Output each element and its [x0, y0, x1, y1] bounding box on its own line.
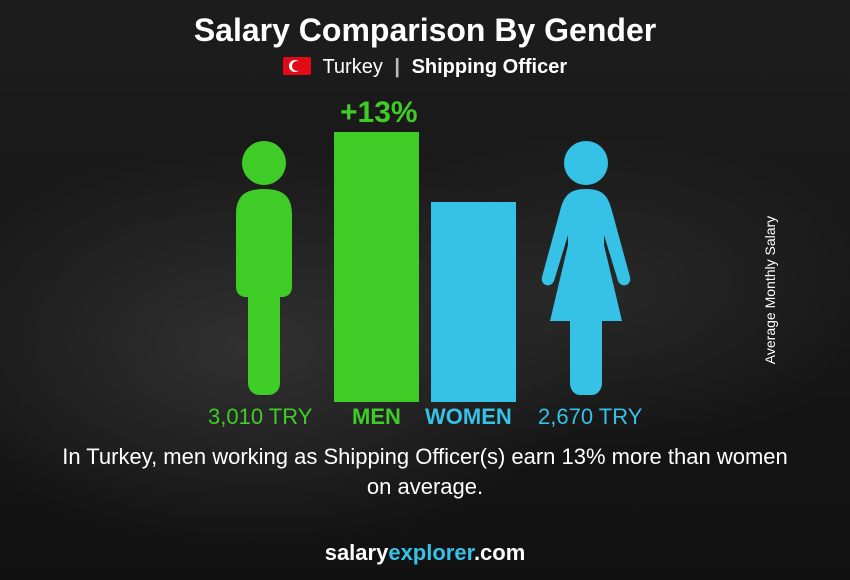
caption-text: In Turkey, men working as Shipping Offic… [60, 442, 790, 501]
women-label: WOMEN [425, 404, 512, 430]
male-icon [214, 137, 314, 402]
subtitle-row: Turkey | Shipping Officer [0, 56, 850, 79]
infographic-content: Salary Comparison By Gender Turkey | Shi… [0, 0, 850, 580]
turkey-flag-icon [283, 57, 311, 75]
women-bar [431, 202, 516, 402]
country-label: Turkey [322, 56, 382, 78]
men-bar [334, 132, 419, 402]
women-salary: 2,670 TRY [538, 404, 642, 430]
footer-suffix: .com [474, 540, 525, 565]
separator: | [394, 56, 400, 78]
men-label: MEN [352, 404, 401, 430]
men-salary: 3,010 TRY [208, 404, 312, 430]
percent-difference-label: +13% [340, 96, 418, 130]
page-title: Salary Comparison By Gender [0, 12, 850, 49]
footer-source: salaryexplorer.com [0, 540, 850, 566]
y-axis-label: Average Monthly Salary [762, 216, 778, 364]
job-title-label: Shipping Officer [412, 56, 568, 78]
comparison-chart: +13% 3 [0, 90, 850, 430]
footer-prefix: salary [325, 540, 389, 565]
female-icon [536, 137, 636, 402]
footer-accent: explorer [388, 540, 474, 565]
